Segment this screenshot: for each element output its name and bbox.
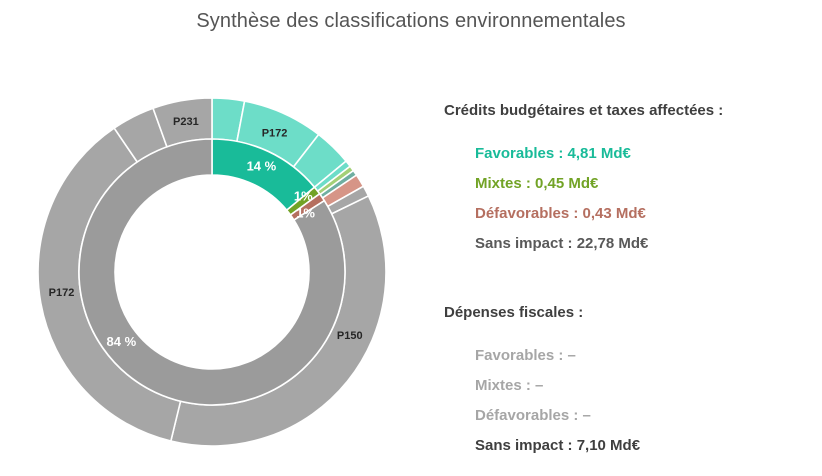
inner-segment-3 (78, 138, 346, 406)
chart-title: Synthèse des classifications environneme… (196, 10, 626, 32)
inner-label-1: 1% (294, 189, 313, 204)
inner-label-2: 1% (296, 206, 315, 221)
fiscal-mixtes: Mixtes : – (475, 377, 544, 394)
legend-panel: Crédits budgétaires et taxes affectées :… (444, 102, 814, 461)
fiscal-title: Dépenses fiscales : (444, 304, 584, 321)
inner-label-3: 84 % (107, 334, 137, 349)
credits-defavorables: Défavorables : 0,43 Md€ (475, 205, 646, 222)
fiscal-section: Dépenses fiscales : Favorables : – Mixte… (444, 304, 814, 461)
inner-ring (78, 138, 346, 406)
credits-mixtes: Mixtes : 0,45 Md€ (475, 175, 599, 192)
outer-ring (37, 97, 387, 447)
outer-label-1: P172 (262, 127, 288, 139)
outer-label-8: P150 (337, 330, 363, 342)
outer-segment-8 (169, 194, 387, 447)
credits-title: Crédits budgétaires et taxes affectées : (444, 102, 724, 119)
outer-label-11: P231 (173, 116, 199, 128)
fiscal-favorables: Favorables : – (475, 347, 576, 364)
credits-favorables: Favorables : 4,81 Md€ (475, 145, 631, 162)
inner-label-0: 14 % (247, 158, 277, 173)
credits-sans-impact: Sans impact : 22,78 Md€ (475, 235, 649, 252)
outer-label-9: P172 (49, 287, 75, 299)
fiscal-sans-impact: Sans impact : 7,10 Md€ (475, 437, 641, 454)
fiscal-defavorables: Défavorables : – (475, 407, 591, 424)
credits-section: Crédits budgétaires et taxes affectées :… (444, 102, 814, 259)
chart-labels: 14 % 1% 1% 84 % P172 P150 P172 P231 (49, 116, 363, 349)
